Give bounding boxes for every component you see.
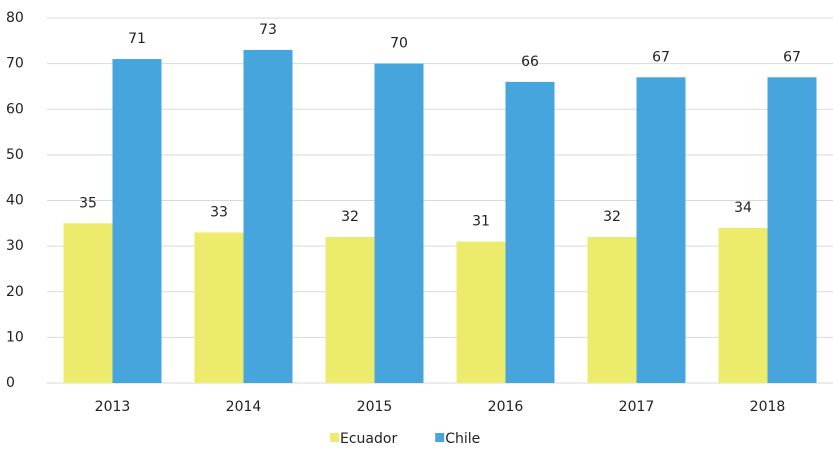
x-tick-label: 2015 xyxy=(357,399,393,415)
data-label: 70 xyxy=(390,36,408,52)
data-label: 31 xyxy=(472,214,490,230)
data-label: 73 xyxy=(259,22,277,38)
data-label: 32 xyxy=(341,209,359,225)
data-label: 71 xyxy=(128,31,146,47)
y-tick-label: 10 xyxy=(6,329,24,345)
x-tick-label: 2016 xyxy=(488,399,524,415)
data-label: 67 xyxy=(652,49,670,65)
legend-label: Chile xyxy=(445,431,480,447)
y-tick-label: 70 xyxy=(6,56,24,72)
x-tick-label: 2017 xyxy=(619,399,655,415)
data-label: 35 xyxy=(79,195,97,211)
bar xyxy=(374,63,424,383)
y-tick-label: 80 xyxy=(6,10,24,26)
y-tick-label: 30 xyxy=(6,238,24,254)
data-label: 32 xyxy=(603,209,621,225)
bar xyxy=(456,241,506,383)
bar xyxy=(505,81,555,383)
data-label: 66 xyxy=(521,54,539,70)
legend-label: Ecuador xyxy=(340,431,397,447)
bar xyxy=(63,223,113,383)
data-label: 33 xyxy=(210,204,228,220)
legend-swatch xyxy=(435,433,445,442)
x-tick-label: 2014 xyxy=(226,399,262,415)
y-tick-label: 50 xyxy=(6,147,24,163)
data-label: 34 xyxy=(734,200,752,216)
bar xyxy=(587,237,637,383)
y-tick-label: 20 xyxy=(6,284,24,300)
bar xyxy=(112,59,162,383)
bar xyxy=(194,232,244,383)
x-tick-label: 2013 xyxy=(95,399,131,415)
data-label: 67 xyxy=(783,49,801,65)
x-tick-label: 2018 xyxy=(750,399,786,415)
y-tick-label: 40 xyxy=(6,193,24,209)
bar xyxy=(243,49,293,383)
bar xyxy=(718,227,768,383)
bar xyxy=(636,77,686,383)
bar xyxy=(325,237,375,383)
legend-swatch xyxy=(330,433,339,442)
y-tick-label: 0 xyxy=(6,375,15,391)
y-tick-label: 60 xyxy=(6,101,24,117)
bar xyxy=(767,77,817,383)
